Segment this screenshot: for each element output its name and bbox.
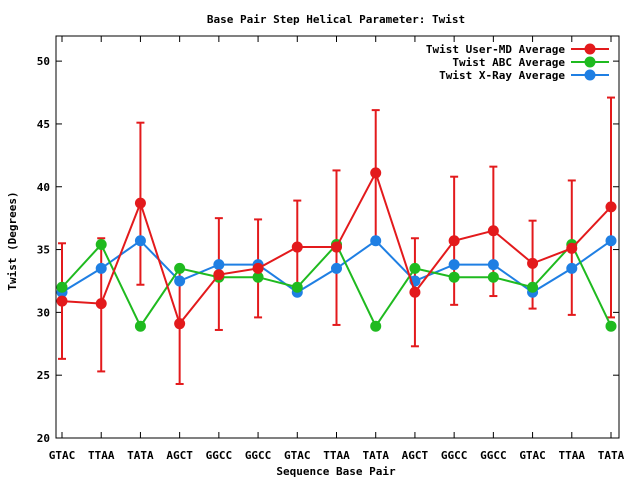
plot-frame — [55, 35, 620, 439]
x-tick-label: GGCC — [480, 449, 507, 462]
legend-label: Twist ABC Average — [452, 56, 565, 69]
legend-label: Twist User-MD Average — [426, 43, 565, 56]
chart-title: Base Pair Step Helical Parameter: Twist — [207, 13, 465, 26]
data-point — [605, 201, 617, 213]
x-tick-label: TATA — [598, 449, 625, 462]
data-point — [448, 259, 460, 271]
data-point — [213, 269, 225, 281]
data-point — [174, 318, 186, 330]
data-point — [134, 197, 146, 209]
data-point — [370, 235, 382, 247]
x-tick-label: TTAA — [88, 449, 115, 462]
data-point — [95, 239, 107, 251]
legend-label: Twist X-Ray Average — [439, 69, 565, 82]
data-point — [213, 259, 225, 271]
data-point — [331, 262, 342, 274]
data-point — [409, 286, 421, 298]
y-tick-label: 35 — [37, 244, 50, 257]
data-point — [605, 235, 617, 247]
y-tick-label: 20 — [37, 432, 50, 445]
y-tick-label: 40 — [37, 181, 50, 194]
x-tick-label: GGCC — [206, 449, 233, 462]
data-point — [487, 225, 499, 237]
data-point — [409, 262, 421, 274]
data-point — [252, 262, 264, 274]
y-tick-label: 30 — [37, 306, 50, 319]
x-tick-label: TTAA — [323, 449, 350, 462]
y-tick-label: 25 — [37, 369, 50, 382]
x-tick-label: AGCT — [166, 449, 193, 462]
y-tick-label: 45 — [37, 118, 50, 131]
data-point — [95, 298, 107, 310]
x-tick-label: TATA — [362, 449, 389, 462]
legend-marker — [584, 69, 596, 81]
data-point — [605, 320, 617, 332]
x-tick-label: GTAC — [284, 449, 311, 462]
x-tick-label: GTAC — [519, 449, 546, 462]
x-tick-label: TTAA — [559, 449, 586, 462]
data-point — [370, 320, 382, 332]
legend-marker — [584, 43, 596, 55]
y-axis-label: Twist (Degrees) — [6, 191, 19, 290]
x-tick-label: GGCC — [245, 449, 272, 462]
data-point — [134, 320, 146, 332]
data-point — [527, 281, 539, 293]
data-point — [95, 262, 107, 274]
x-tick-label: GGCC — [441, 449, 468, 462]
x-axis-label: Sequence Base Pair — [276, 465, 396, 478]
data-point — [566, 242, 578, 254]
y-tick-label: 50 — [37, 55, 50, 68]
data-point — [527, 257, 539, 269]
data-point — [370, 167, 382, 179]
axis-ticks: 20 25 30 35 40 45 50 GTAC TTAA TATA AGCT GGCC GGCC GT… — [37, 36, 625, 462]
data-point — [291, 241, 303, 253]
data-point — [291, 281, 303, 293]
data-point — [448, 235, 460, 247]
x-tick-label: TATA — [127, 449, 154, 462]
data-point — [134, 235, 146, 247]
data-point — [566, 262, 578, 274]
legend-marker — [584, 56, 596, 68]
data-point — [174, 262, 186, 274]
data-point — [487, 259, 499, 271]
data-point — [331, 241, 342, 253]
data-point — [448, 271, 460, 283]
data-point — [487, 271, 499, 283]
data-point — [56, 281, 68, 293]
x-tick-label: AGCT — [402, 449, 429, 462]
series-layer — [56, 167, 617, 332]
data-point — [252, 271, 264, 283]
x-tick-label: GTAC — [49, 449, 76, 462]
data-point — [56, 295, 68, 307]
data-point — [174, 275, 186, 287]
